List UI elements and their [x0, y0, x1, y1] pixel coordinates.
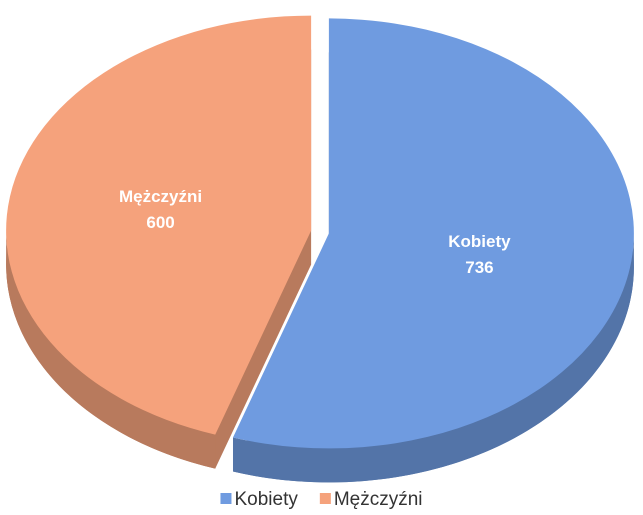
- legend-swatch: [319, 493, 331, 504]
- legend-label: Mężczyźni: [334, 489, 423, 510]
- slice-side: [6, 230, 216, 469]
- slice-label: Mężczyźni: [119, 187, 202, 206]
- slice-side: [232, 233, 634, 483]
- slice-label: Kobiety: [448, 232, 511, 251]
- slice: [232, 18, 634, 449]
- slice: [6, 15, 312, 435]
- legend-swatch: [220, 493, 232, 504]
- slice-value: 736: [465, 258, 493, 277]
- slice-value: 600: [146, 213, 174, 232]
- legend-label: Kobiety: [234, 489, 298, 510]
